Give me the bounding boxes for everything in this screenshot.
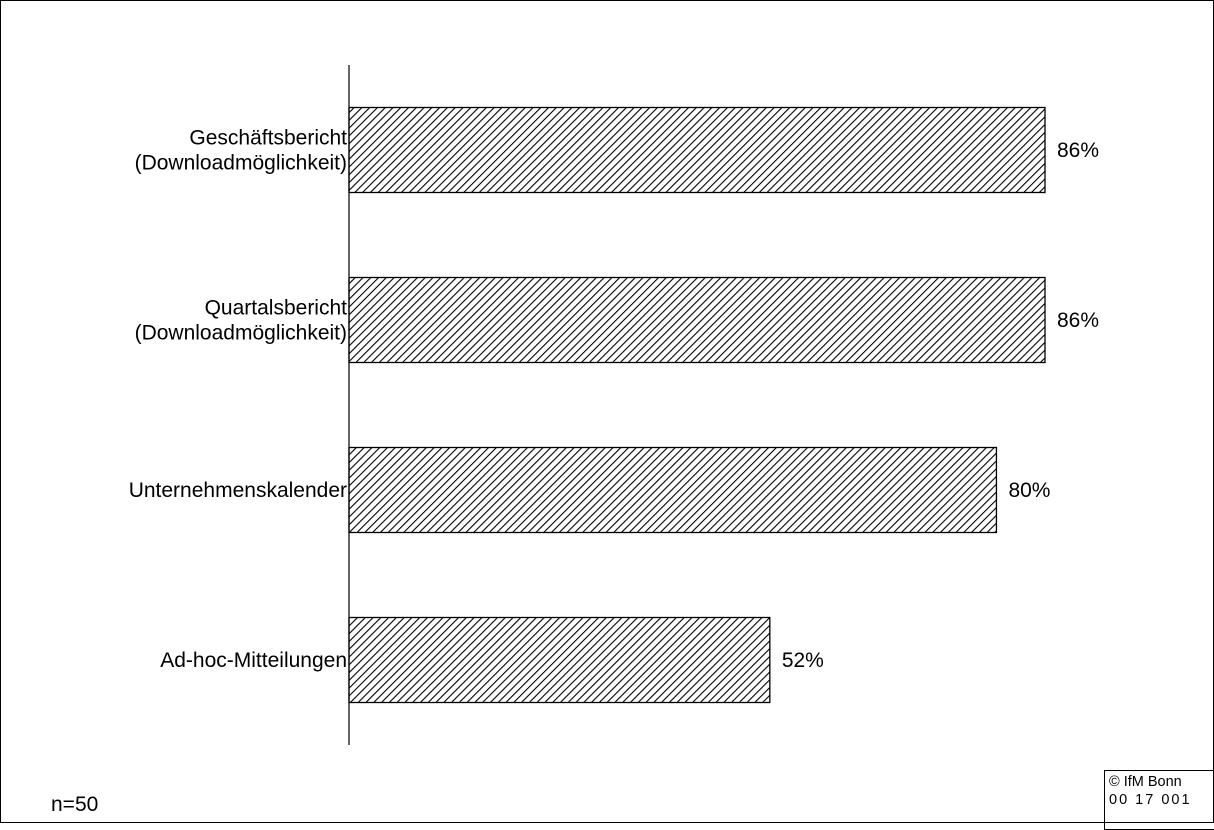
copyright-line: © IfM Bonn bbox=[1109, 774, 1182, 790]
value-label-3: 52% bbox=[782, 649, 824, 672]
category-label-3-line-0: Ad-hoc-Mitteilungen bbox=[160, 649, 347, 672]
category-label-0-line-1: (Downloadmöglichkeit) bbox=[135, 152, 347, 175]
copyright-box: © IfM Bonn 00 17 001 bbox=[1104, 770, 1214, 830]
value-label-2: 80% bbox=[1008, 479, 1050, 502]
bar-2 bbox=[348, 446, 998, 534]
category-label-0-line-0: Geschäftsbericht bbox=[189, 127, 347, 150]
sample-size-note: n=50 bbox=[51, 793, 99, 816]
figure-code: 00 17 001 bbox=[1109, 792, 1192, 808]
bar-0 bbox=[348, 106, 1046, 194]
value-label-1: 86% bbox=[1057, 309, 1099, 332]
category-label-2-line-0: Unternehmenskalender bbox=[129, 479, 347, 502]
bar-1 bbox=[348, 276, 1046, 364]
category-label-1-line-0: Quartalsbericht bbox=[205, 297, 348, 320]
value-label-0: 86% bbox=[1057, 139, 1099, 162]
bar-3 bbox=[348, 616, 771, 704]
category-label-1-line-1: (Downloadmöglichkeit) bbox=[135, 322, 347, 345]
